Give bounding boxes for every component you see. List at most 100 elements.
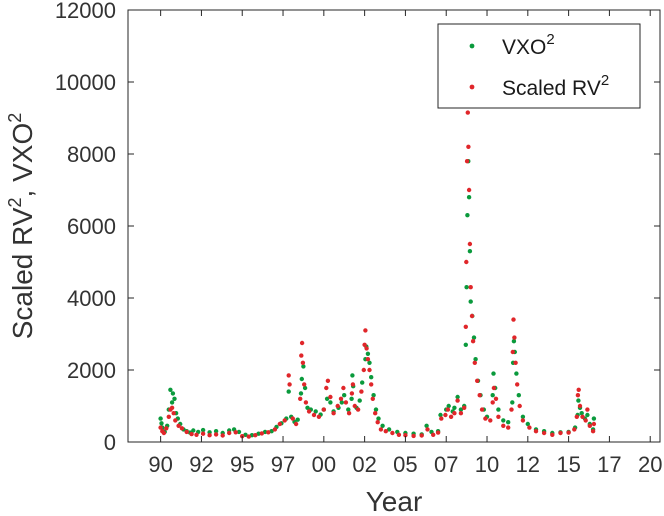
data-point [488, 418, 493, 423]
data-point [373, 411, 378, 416]
y-tick-label: 12000 [55, 0, 116, 23]
x-tick-label: 92 [189, 452, 213, 477]
data-point [558, 430, 563, 436]
data-point [576, 387, 581, 392]
data-point [179, 426, 185, 431]
data-point [213, 429, 219, 434]
data-point [587, 423, 592, 428]
data-point [331, 411, 336, 416]
data-point [496, 414, 501, 419]
data-point [506, 425, 511, 430]
data-point [259, 431, 264, 436]
data-point [517, 403, 522, 409]
data-point [290, 416, 295, 421]
data-point [213, 432, 219, 437]
data-point [371, 393, 376, 398]
x-tick-label: 20 [638, 452, 662, 477]
data-point [286, 389, 291, 394]
data-points-layer [158, 110, 597, 439]
data-point [431, 432, 436, 437]
data-point [253, 433, 258, 438]
data-point [583, 418, 588, 423]
data-point [452, 411, 457, 416]
data-point [446, 403, 451, 409]
data-point [158, 416, 163, 421]
data-point [467, 249, 473, 254]
y-axis: 0 2000 4000 6000 8000 10000 12000 [55, 0, 660, 455]
data-point [458, 411, 464, 416]
data-point [349, 391, 355, 396]
data-point [464, 285, 469, 290]
series-vxo [158, 159, 597, 438]
data-point [341, 385, 346, 391]
data-point [574, 414, 579, 419]
data-point [335, 403, 340, 409]
data-point [464, 159, 470, 164]
data-point [166, 414, 171, 419]
data-point [466, 195, 472, 200]
data-point [483, 416, 488, 421]
data-point [367, 367, 372, 373]
data-point [171, 411, 176, 416]
data-point [305, 405, 310, 410]
data-point [321, 407, 326, 412]
data-point [448, 414, 454, 419]
data-point [380, 423, 385, 428]
data-point [579, 411, 584, 416]
data-point [161, 430, 167, 436]
data-point [369, 375, 374, 380]
data-point [376, 416, 381, 421]
y-tick-label: 10000 [55, 70, 116, 95]
data-point [299, 340, 305, 346]
data-point [313, 409, 318, 414]
data-point [169, 400, 175, 405]
data-point [200, 431, 206, 436]
data-point [349, 396, 354, 401]
data-point [566, 430, 571, 435]
data-point [301, 364, 306, 369]
data-point [577, 403, 583, 409]
data-point [403, 433, 408, 438]
data-point [520, 414, 526, 419]
data-point [338, 396, 344, 401]
x-tick-label: 97 [271, 452, 295, 477]
data-point [233, 430, 238, 435]
data-point [298, 391, 304, 396]
data-point [477, 393, 482, 398]
data-point [513, 360, 518, 365]
x-tick-label: 07 [434, 452, 458, 477]
data-point [365, 357, 371, 362]
data-point [262, 429, 268, 435]
data-point [367, 360, 372, 365]
data-point [298, 396, 303, 401]
data-point [243, 432, 248, 437]
data-point [458, 407, 464, 412]
y-tick-label: 6000 [67, 214, 116, 239]
data-point [246, 434, 251, 439]
data-point [463, 324, 468, 329]
y-axis-label-sup-2: 2 [5, 113, 25, 123]
data-point [464, 259, 469, 265]
data-point [541, 430, 547, 436]
data-point [533, 429, 539, 434]
data-point [591, 421, 597, 427]
data-point [425, 427, 430, 432]
data-point [346, 407, 351, 412]
data-point [572, 427, 577, 432]
data-point [282, 418, 287, 423]
data-point [170, 391, 176, 396]
data-point [300, 360, 306, 365]
data-point [591, 416, 597, 421]
data-point [194, 432, 199, 437]
data-point [295, 417, 300, 422]
data-point [516, 393, 521, 398]
x-tick-label: 90 [148, 452, 172, 477]
data-point [362, 342, 367, 347]
y-axis-label-part-2: , VXO [7, 123, 38, 198]
legend-box [437, 23, 641, 109]
y-tick-label: 0 [104, 430, 116, 455]
data-point [184, 429, 189, 435]
data-point [220, 433, 225, 438]
data-point [475, 378, 480, 383]
